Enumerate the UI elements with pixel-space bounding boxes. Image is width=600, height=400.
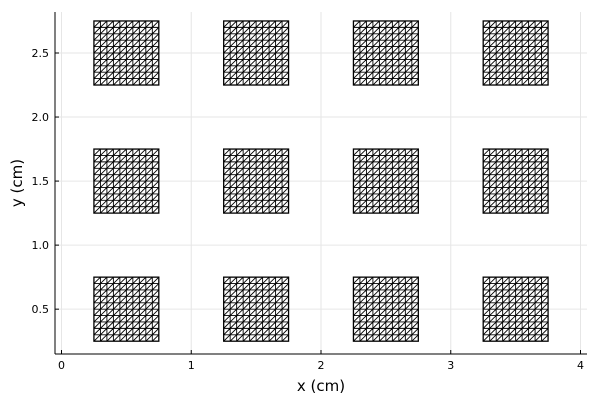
- mesh-square-4: [93, 148, 160, 214]
- mesh-triangles: [353, 148, 419, 214]
- mesh-squares: [93, 20, 549, 342]
- mesh-square-7: [482, 148, 549, 214]
- mesh-triangles: [353, 20, 419, 86]
- y-axis-title: y (cm): [8, 159, 26, 207]
- ticks: 0 1 2 3 4 0.5 1.0 1.5 2.0 2.5: [32, 47, 585, 372]
- mesh-square-1: [223, 276, 290, 342]
- mesh-square-5: [223, 148, 290, 214]
- mesh-triangles: [93, 148, 160, 214]
- y-tick-label: 1.5: [32, 175, 50, 188]
- y-tick-label: 2.5: [32, 47, 50, 60]
- x-tick-label: 1: [188, 359, 195, 372]
- mesh-square-11: [482, 20, 549, 86]
- mesh-triangles: [223, 148, 289, 214]
- mesh-triangles: [482, 148, 549, 214]
- mesh-triangles: [353, 276, 419, 342]
- y-tick-label: 0.5: [32, 303, 50, 316]
- mesh-triangles: [223, 20, 289, 86]
- x-tick-label: 4: [577, 359, 584, 372]
- mesh-triangles: [482, 20, 549, 86]
- x-tick-label: 2: [318, 359, 325, 372]
- y-tick-label: 1.0: [32, 239, 50, 252]
- mesh-square-2: [352, 276, 419, 342]
- mesh-square-8: [93, 20, 160, 86]
- mesh-triangles: [93, 20, 160, 86]
- mesh-triangles: [93, 276, 160, 342]
- mesh-square-10: [352, 20, 419, 86]
- mesh-triangles: [223, 276, 289, 342]
- mesh-square-9: [223, 20, 290, 86]
- mesh-triangles: [482, 276, 549, 342]
- x-tick-label: 3: [447, 359, 454, 372]
- mesh-square-0: [93, 276, 160, 342]
- x-axis-title: x (cm): [297, 377, 345, 395]
- mesh-square-6: [352, 148, 419, 214]
- mesh-square-3: [482, 276, 549, 342]
- y-tick-label: 2.0: [32, 111, 50, 124]
- x-tick-label: 0: [58, 359, 65, 372]
